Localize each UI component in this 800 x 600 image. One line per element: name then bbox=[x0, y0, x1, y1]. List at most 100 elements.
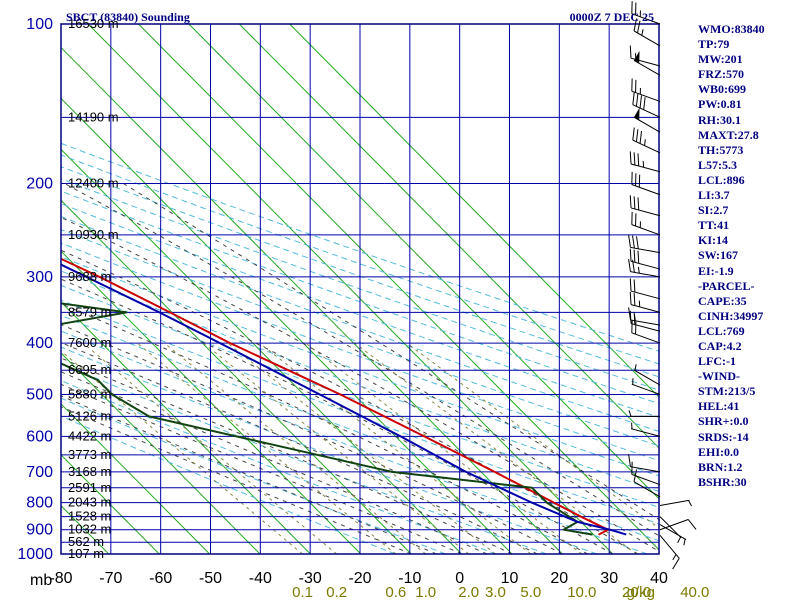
temperature-tick-label: -70 bbox=[99, 570, 122, 587]
wind-barb bbox=[659, 519, 697, 531]
index-entry: FRZ:570 bbox=[698, 67, 744, 82]
temperature-tick-label: -60 bbox=[149, 570, 172, 587]
mixing-ratio-label: 0.2 bbox=[326, 584, 347, 600]
temperature-tick-label: -80 bbox=[49, 570, 72, 587]
index-entry: MAXT:27.8 bbox=[698, 127, 759, 142]
dry-adiabat bbox=[61, 166, 659, 378]
height-label: 6695 m bbox=[68, 362, 111, 377]
index-entry: CINH:34997 bbox=[698, 308, 764, 323]
temperature-tick-label: -30 bbox=[299, 570, 322, 587]
index-entry: TT:41 bbox=[698, 218, 730, 233]
plot-frame bbox=[60, 23, 660, 555]
index-entry: EHI:0.0 bbox=[698, 444, 740, 459]
chart-time: 0000Z 7 DEC 25 bbox=[570, 10, 654, 24]
index-entry: CAPE:35 bbox=[698, 293, 747, 308]
wind-barb bbox=[629, 248, 661, 270]
height-label: 3168 m bbox=[68, 464, 111, 479]
temperature-profile bbox=[61, 257, 609, 536]
wind-barb bbox=[631, 378, 661, 395]
mixing-ratio-label: 10.0 bbox=[567, 584, 596, 600]
wind-barb bbox=[659, 499, 693, 507]
index-entry: SRDS:-14 bbox=[698, 429, 749, 444]
height-label: 1528 m bbox=[68, 509, 111, 524]
isotherm-line bbox=[61, 250, 362, 554]
isotherm-line bbox=[61, 97, 513, 554]
index-entry: LI:3.7 bbox=[698, 188, 730, 203]
dry-adiabat bbox=[61, 142, 659, 352]
temperature-tick-label: -20 bbox=[348, 570, 371, 587]
index-entry: HEL:41 bbox=[698, 399, 740, 414]
pressure-tick-label: 400 bbox=[26, 335, 53, 352]
moist-adiabat bbox=[61, 395, 437, 554]
pressure-tick-label: 800 bbox=[26, 495, 53, 512]
height-label: 1032 m bbox=[68, 522, 111, 537]
temperature-tick-label: 40 bbox=[650, 570, 668, 587]
dry-adiabat bbox=[61, 242, 659, 462]
isotherm-line bbox=[61, 148, 462, 554]
index-entry: LCL:896 bbox=[698, 172, 745, 187]
wind-barb bbox=[629, 151, 661, 173]
wind-barb bbox=[631, 211, 661, 236]
pressure-tick-label: 600 bbox=[26, 428, 53, 445]
dry-adiabat bbox=[61, 154, 659, 365]
index-entry: CAP:4.2 bbox=[698, 338, 742, 353]
pressure-tick-label: 900 bbox=[26, 522, 53, 539]
height-label: 8579 m bbox=[68, 304, 111, 319]
wind-barb bbox=[628, 234, 661, 254]
temperature-axis: -80 -70 -60 -50 -40 -30 -20 -10 0 10 20 30 40 bbox=[49, 570, 668, 587]
wind-barb bbox=[628, 454, 661, 473]
index-entry: BRN:1.2 bbox=[698, 459, 743, 474]
wind-barb bbox=[628, 307, 661, 326]
height-label: 107 m bbox=[68, 546, 104, 561]
index-entry: STM:213/5 bbox=[698, 384, 756, 399]
wind-barb bbox=[629, 278, 661, 300]
index-entry: EI:-1.9 bbox=[698, 263, 734, 278]
dry-adiabat bbox=[61, 229, 659, 447]
temperature-tick-label: -10 bbox=[398, 570, 421, 587]
wind-barb bbox=[633, 107, 661, 133]
wind-barb bbox=[629, 195, 661, 217]
dry-adiabat bbox=[61, 178, 659, 391]
dry-adiabat bbox=[61, 190, 659, 405]
mixing-ratio-label: 40.0 bbox=[680, 584, 709, 600]
dry-adiabat bbox=[61, 203, 659, 418]
index-entry: SI:2.7 bbox=[698, 203, 729, 218]
mixing-ratio-label: 0.6 bbox=[385, 584, 406, 600]
height-label: 9688 m bbox=[68, 269, 111, 284]
index-entry: TH:5773 bbox=[698, 142, 744, 157]
pressure-axis: 100 200 300 400 500 600 700 800 900 1000 bbox=[17, 16, 53, 563]
height-label: 10930 m bbox=[68, 227, 119, 242]
moist-adiabat bbox=[61, 383, 462, 554]
wind-barb bbox=[631, 171, 661, 196]
wind-barb bbox=[631, 78, 661, 102]
parcel-profile bbox=[61, 263, 627, 536]
wind-barbs bbox=[628, 1, 697, 570]
index-entry: PW:0.81 bbox=[698, 97, 742, 112]
wind-barb bbox=[659, 534, 680, 570]
isotherm-line bbox=[238, 24, 659, 449]
isotherm-grid bbox=[0, 24, 659, 554]
moist-adiabat bbox=[64, 183, 659, 537]
dry-adiabat bbox=[61, 397, 446, 554]
mixing-ratio-axis: 0.1 0.2 0.6 1.0 2.0 3.0 5.0 10.0 20.0 40.0 g/kg bbox=[292, 584, 709, 600]
isotherm-line bbox=[61, 199, 412, 554]
isobar-grid bbox=[60, 23, 660, 555]
mixing-ratio-label: 2.0 bbox=[458, 584, 479, 600]
isotherm-line bbox=[61, 46, 563, 554]
wind-barb bbox=[633, 18, 661, 47]
height-label: 14190 m bbox=[68, 109, 119, 124]
index-entry: SHR+:0.0 bbox=[698, 414, 749, 429]
dry-adiabats bbox=[61, 142, 659, 554]
mixing-ratio-label: 3.0 bbox=[485, 584, 506, 600]
height-label: 5880 m bbox=[68, 387, 111, 402]
mixing-ratio-label: 20.0 bbox=[622, 584, 651, 600]
isotherm-line bbox=[0, 24, 8, 554]
dry-adiabat bbox=[61, 270, 659, 492]
mixing-ratio-line bbox=[164, 342, 427, 554]
index-entry: LCL:769 bbox=[698, 323, 745, 338]
height-label: 3773 m bbox=[68, 447, 111, 462]
isotherm-line bbox=[289, 24, 659, 398]
mixing-ratio-unit: g/kg bbox=[627, 584, 655, 600]
isotherm-line bbox=[61, 454, 160, 554]
